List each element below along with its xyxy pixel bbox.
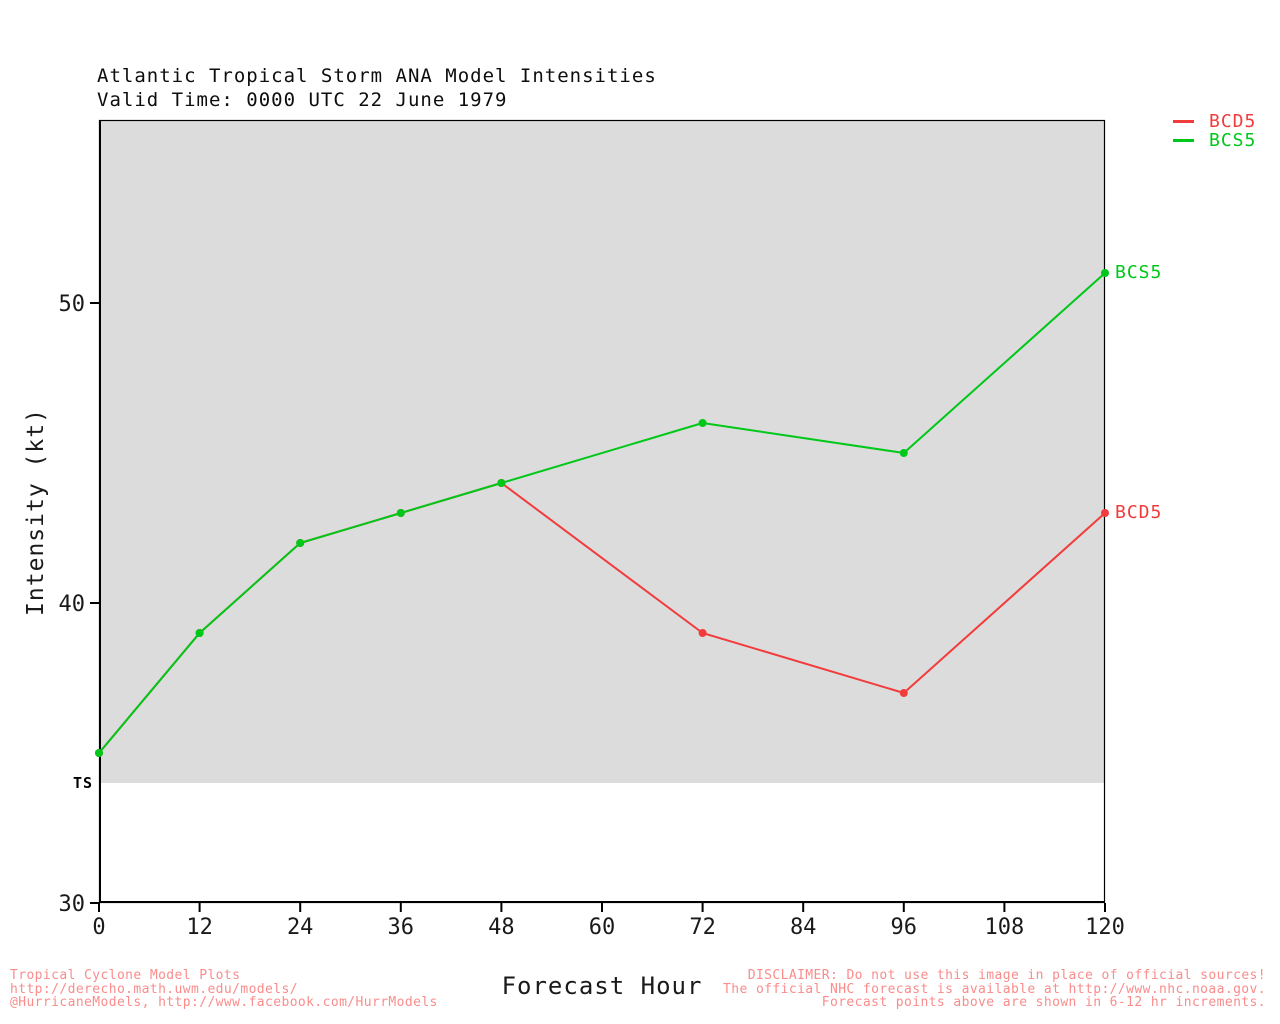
data-point-bcd5-h72 — [698, 629, 707, 637]
x-tick-label: 48 — [488, 915, 515, 940]
chart-title: Atlantic Tropical Storm ANA Model Intens… — [97, 65, 657, 87]
data-point-bcs5-h24 — [296, 539, 305, 547]
y-tick-label: 40 — [59, 592, 86, 617]
data-point-bcs5-h0 — [95, 749, 103, 757]
credits-text: Tropical Cyclone Model Plots http://derec… — [10, 969, 438, 1010]
disclaimer-line-2: The official NHC forecast is available a… — [723, 981, 1266, 997]
data-point-bcd5-h120 — [1101, 509, 1109, 517]
data-point-bcs5-h96 — [899, 449, 908, 457]
x-axis-label: Forecast Hour — [501, 972, 703, 1000]
disclaimer-line-1: DISCLAIMER: Do not use this image in pla… — [747, 968, 1266, 983]
data-point-bcs5-h48 — [497, 479, 506, 487]
y-tick-label: 50 — [59, 292, 86, 317]
x-tick-label: 120 — [1085, 915, 1125, 940]
series-end-label-bcd5: BCD5 — [1115, 502, 1163, 523]
legend-label-bcs5: BCS5 — [1209, 130, 1257, 151]
data-point-bcs5-h72 — [698, 419, 707, 427]
legend-line-sample-bcd5 — [1173, 120, 1194, 123]
ts-threshold-label: TS — [72, 774, 93, 792]
credits-line-2: http://derecho.math.uwm.edu/models/ — [10, 981, 298, 997]
y-axis-label: Intensity (kt) — [23, 408, 49, 616]
data-point-bcd5-h96 — [899, 689, 908, 697]
x-tick-label: 60 — [589, 915, 616, 940]
x-tick-label: 108 — [985, 915, 1025, 940]
legend: BCD5 BCS5 — [1173, 111, 1257, 151]
x-tick-label: 84 — [790, 915, 817, 940]
legend-item-bcs5: BCS5 — [1173, 130, 1257, 151]
chart-title-block: Atlantic Tropical Storm ANA Model Intens… — [97, 64, 657, 112]
credits-line-1: Tropical Cyclone Model Plots — [10, 968, 241, 983]
x-tick-label: 0 — [92, 915, 105, 940]
data-point-bcs5-h12 — [195, 629, 204, 637]
chart-valid-time: Valid Time: 0000 UTC 22 June 1979 — [97, 89, 508, 111]
disclaimer-text: DISCLAIMER: Do not use this image in pla… — [723, 969, 1266, 1010]
data-point-bcs5-h36 — [396, 509, 405, 517]
legend-item-bcd5: BCD5 — [1173, 111, 1257, 132]
legend-line-sample-bcs5 — [1173, 139, 1194, 142]
y-tick-label: 30 — [59, 892, 86, 917]
x-tick-label: 96 — [891, 915, 918, 940]
data-point-bcs5-h120 — [1101, 269, 1109, 277]
x-tick-label: 24 — [287, 915, 314, 940]
ts-shaded-region — [99, 120, 1105, 783]
x-tick-label: 72 — [689, 915, 716, 940]
x-tick-label: 36 — [388, 915, 415, 940]
disclaimer-line-3: Forecast points above are shown in 6-12 … — [821, 995, 1266, 1010]
credits-line-3: @HurricaneModels, http://www.facebook.co… — [10, 995, 438, 1010]
series-line-bcs5 — [98, 272, 1106, 754]
x-tick-label: 12 — [186, 915, 213, 940]
legend-label-bcd5: BCD5 — [1209, 111, 1257, 132]
series-end-label-bcs5: BCS5 — [1115, 262, 1163, 283]
